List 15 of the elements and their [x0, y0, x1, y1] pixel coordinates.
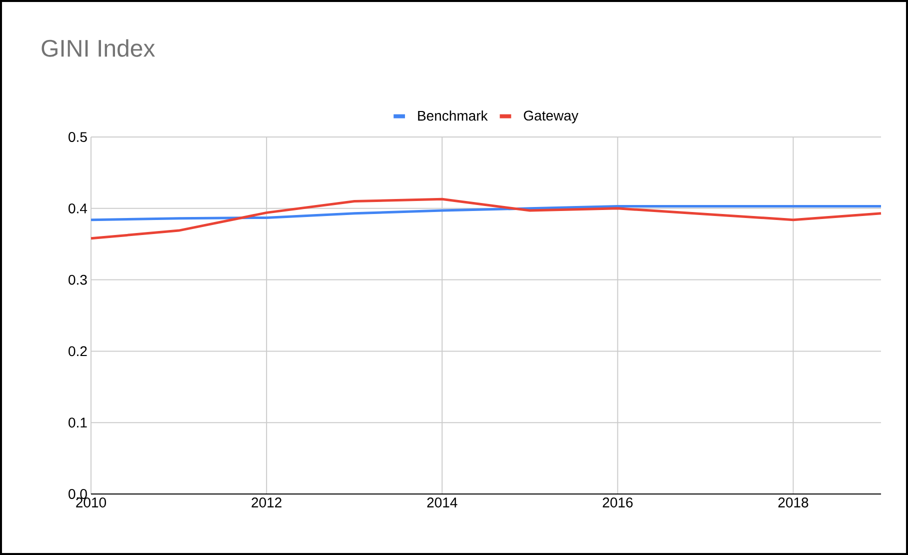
x-tick-label: 2016 [602, 498, 633, 508]
x-tick-label: 2018 [778, 498, 808, 508]
legend-label: Benchmark [418, 110, 488, 121]
chart-title: GINI Index [42, 39, 155, 57]
y-tick-label: 0.2 [68, 346, 87, 356]
legend-label: Gateway [524, 110, 578, 124]
x-tick-label: 2010 [76, 498, 106, 508]
y-tick-label: 0.0 [68, 489, 87, 499]
y-tick-label: 0.4 [68, 203, 88, 214]
x-tick-label: 2014 [427, 498, 458, 508]
y-tick-label: 0.1 [68, 418, 87, 428]
y-tick-label: 0.3 [68, 274, 87, 285]
x-tick-label: 2012 [252, 498, 282, 508]
line-series [90, 198, 882, 240]
y-tick-label: 0.5 [68, 132, 87, 142]
